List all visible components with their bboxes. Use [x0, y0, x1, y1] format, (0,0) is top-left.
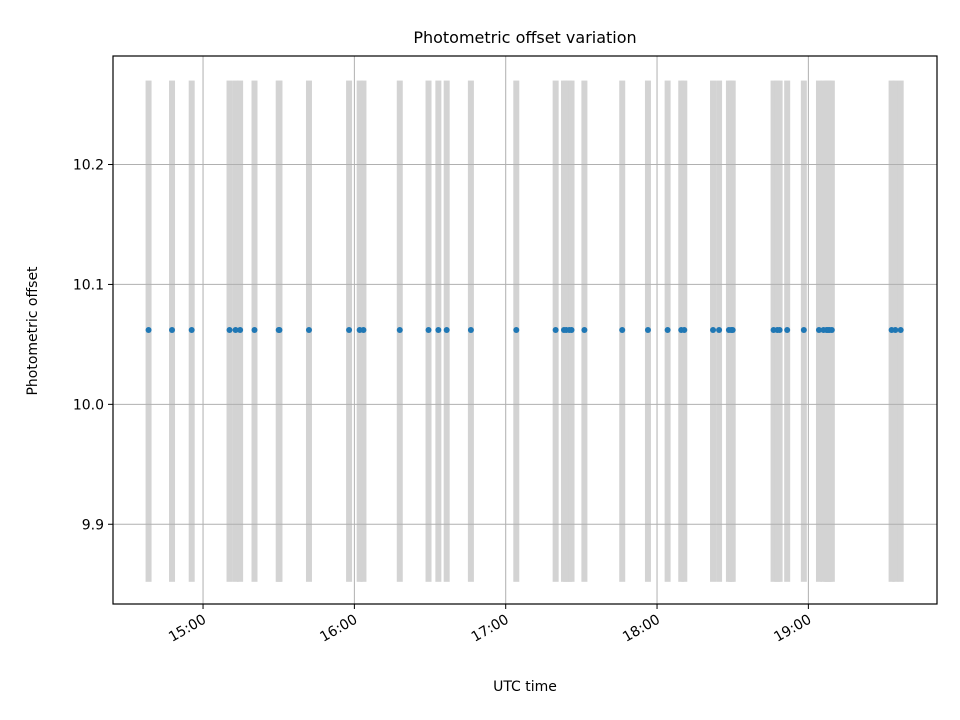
chart-title: Photometric offset variation — [413, 28, 636, 47]
data-point — [467, 327, 474, 333]
y-tick-label: 9.9 — [82, 517, 104, 533]
data-point — [710, 327, 717, 333]
data-point — [513, 327, 520, 333]
data-point — [396, 327, 403, 333]
data-point — [619, 327, 626, 333]
data-point — [226, 327, 233, 333]
y-axis-label: Photometric offset — [25, 266, 41, 396]
data-point — [169, 327, 176, 333]
data-point — [892, 327, 899, 333]
data-point — [776, 327, 783, 333]
data-point — [237, 327, 244, 333]
data-point — [897, 327, 904, 333]
plot-frame — [112, 55, 938, 605]
data-point — [729, 327, 736, 333]
data-points — [145, 327, 904, 333]
data-point — [305, 327, 312, 333]
data-point — [681, 327, 688, 333]
data-point — [568, 327, 575, 333]
data-point — [828, 327, 835, 333]
data-point — [716, 327, 723, 333]
data-point — [784, 327, 791, 333]
data-point — [145, 327, 152, 333]
data-point — [251, 327, 258, 333]
x-axis-label: UTC time — [493, 679, 557, 695]
data-point — [552, 327, 559, 333]
data-point — [644, 327, 651, 333]
data-point — [188, 327, 195, 333]
gridlines — [113, 56, 937, 604]
data-point — [815, 327, 822, 333]
data-point — [435, 327, 442, 333]
data-point — [664, 327, 671, 333]
data-point — [276, 327, 283, 333]
data-point — [360, 327, 367, 333]
data-point — [800, 327, 807, 333]
y-tick-label: 10.1 — [73, 277, 104, 293]
data-point — [346, 327, 353, 333]
data-point — [581, 327, 588, 333]
data-point — [232, 327, 239, 333]
y-tick-label: 10.2 — [73, 158, 104, 174]
data-point — [425, 327, 432, 333]
y-tick-label: 10.0 — [73, 397, 104, 413]
data-point — [443, 327, 450, 333]
